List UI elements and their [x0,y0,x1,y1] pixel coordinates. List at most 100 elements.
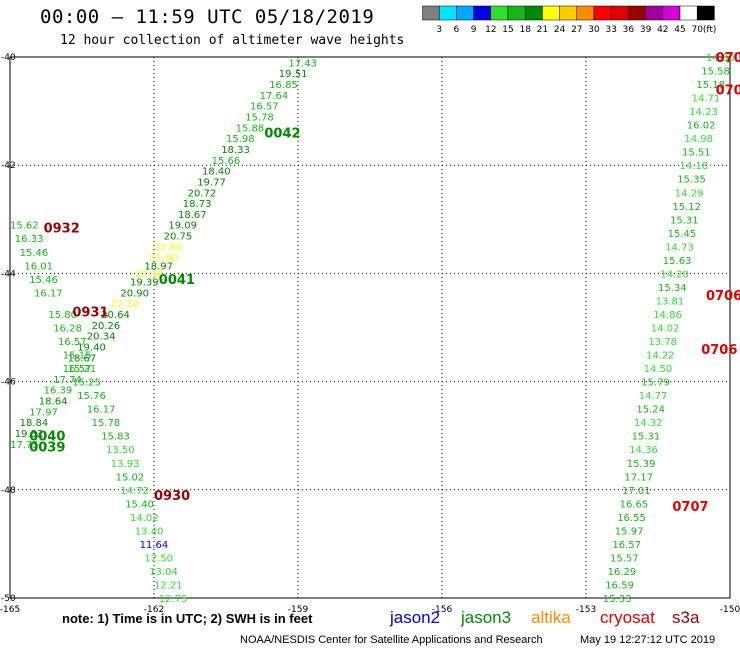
swh-value-label: 15.63 [663,256,692,267]
swh-value-label: 15.15 [63,351,92,362]
swh-value-label: 19.09 [168,221,197,232]
swh-value-label: 14.73 [665,242,694,253]
swh-value-label: 14.29 [675,188,704,199]
swh-value-label: 17.97 [29,407,58,418]
swh-value-label: 15.24 [636,405,665,416]
y-tick-label: -50 [1,594,16,604]
swh-value-label: 15.35 [677,175,706,186]
swh-value-label: 15.98 [226,134,255,145]
swh-value-label: 15.31 [632,432,661,443]
pass-time-label: 0707 [672,500,708,515]
swh-value-label: 16.65 [620,499,649,510]
swh-value-label: 15.45 [668,229,697,240]
swh-value-label: 14.02 [651,324,680,335]
pass-time-label: 0704 [716,51,740,66]
swh-value-label: 16.55 [617,513,646,524]
x-tick-label: -162 [144,605,164,615]
colorbar-label: 18 [519,25,531,34]
swh-value-label: 15.78 [245,113,274,124]
colorbar-label: 36 [623,25,635,34]
swh-value-label: 20.34 [87,332,116,343]
swh-value-label: 15.31 [670,215,699,226]
swh-value-label: 18.84 [20,418,49,429]
swh-value-label: 16.39 [44,386,73,397]
swh-value-label: 17.43 [288,58,317,69]
swh-value-label: 15.78 [92,418,121,429]
swh-value-label: 15.21 [68,364,97,375]
swh-value-label: 15.79 [641,378,670,389]
satellite-label-jason3: jason3 [461,608,512,627]
swh-value-label: 12.50 [144,553,173,564]
swh-value-label: 17.17 [624,472,653,483]
swh-value-label: 15.18 [696,80,725,91]
x-tick-label: -165 [0,605,20,615]
swh-value-label: 16.29 [608,567,637,578]
satellite-label-s3a: s3a [672,608,700,627]
colorbar-label: 12 [485,25,496,34]
swh-value-label: 19.40 [77,342,106,353]
swh-value-label: 18.67 [68,353,97,364]
swh-value-label: 14.18 [680,161,709,172]
swh-value-label: 20.26 [92,321,121,332]
swh-value-label: 17.74 [53,375,82,386]
swh-value-label: 15.39 [627,459,656,470]
swh-value-label: 14.32 [634,418,663,429]
swh-value-label: 19.77 [197,177,226,188]
chart-title: 00:00 — 11:59 UTC 05/18/2019 [40,6,375,28]
colorbar-label: 70 [691,25,703,34]
swh-value-label: 15.46 [20,248,49,259]
color-scale-legend: 3 6 9 12 15 18 21 24 27 30 33 36 39 42 45 70 (ft) [422,5,717,34]
colorbar-label: 15 [502,25,513,34]
satellite-label-altika: altika [531,608,571,627]
y-tick-label: -46 [1,378,16,388]
swh-value-label: 15.57 [610,553,639,564]
y-tick-label: -48 [1,486,16,496]
swh-value-label: 17.64 [260,91,289,102]
swh-value-label: 13.78 [648,337,677,348]
swh-value-label: 14.02 [130,513,159,524]
swh-value-label: 13.81 [656,296,685,307]
swh-value-label: 14.50 [644,364,673,375]
swh-value-label: 18.67 [178,210,207,221]
swh-value-label: 18.73 [183,199,212,210]
swh-value-label: 11.64 [140,540,169,551]
swh-value-label: 15.46 [29,275,58,286]
colorbar-swatch [696,5,715,21]
swh-value-label: 19.32 [15,429,44,440]
y-tick-label: -42 [1,161,16,171]
swh-value-label: 15.33 [603,594,632,605]
pass-time-label: 0041 [159,273,195,288]
swh-value-label: 15.62 [10,221,39,232]
swh-value-label: 17.75 [10,440,39,451]
colorbar-label: 21 [537,25,548,34]
swh-value-label: 18.64 [39,397,68,408]
swh-value-label: 20.75 [164,232,193,243]
colorbar-label: 33 [605,25,616,34]
swh-value-label: 18.33 [221,145,250,156]
pass-time-label: 0706 [701,343,737,358]
swh-value-label: 16.59 [605,580,634,591]
swh-value-label: 16.85 [269,80,298,91]
swh-value-label: 14.71 [692,94,721,105]
swh-value-label: 15.12 [672,202,701,213]
swh-value-label: 16.17 [87,405,116,416]
generated-timestamp: May 19 12:27:12 UTC 2019 [580,634,716,646]
swh-value-label: 13.50 [106,445,135,456]
swh-value-label: 16.01 [24,261,53,272]
chart-subtitle: 12 hour collection of altimeter wave hei… [60,33,405,48]
swh-value-label: 16.57 [250,102,279,113]
colorbar-label: 24 [554,25,566,34]
swh-value-label: 15.40 [125,499,154,510]
swh-value-label: 15.97 [615,526,644,537]
x-tick-label: -153 [576,605,596,615]
colorbar-label: 39 [640,25,652,34]
swh-value-label: 15.58 [701,67,730,78]
swh-value-label: 22.36 [135,269,164,280]
plot-frame [9,56,731,599]
pass-time-label: 0930 [154,489,190,504]
footnote: note: 1) Time is in UTC; 2) SWH is in fe… [62,611,313,626]
swh-value-label: 18.40 [202,167,231,178]
swh-value-label: 16.57 [58,337,87,348]
colorbar-unit: (ft) [703,25,717,34]
colorbar-label: 9 [471,25,477,34]
